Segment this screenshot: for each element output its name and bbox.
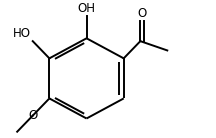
Text: O: O [28, 109, 37, 122]
Text: O: O [137, 7, 147, 20]
Text: OH: OH [78, 2, 95, 15]
Text: HO: HO [13, 27, 31, 40]
